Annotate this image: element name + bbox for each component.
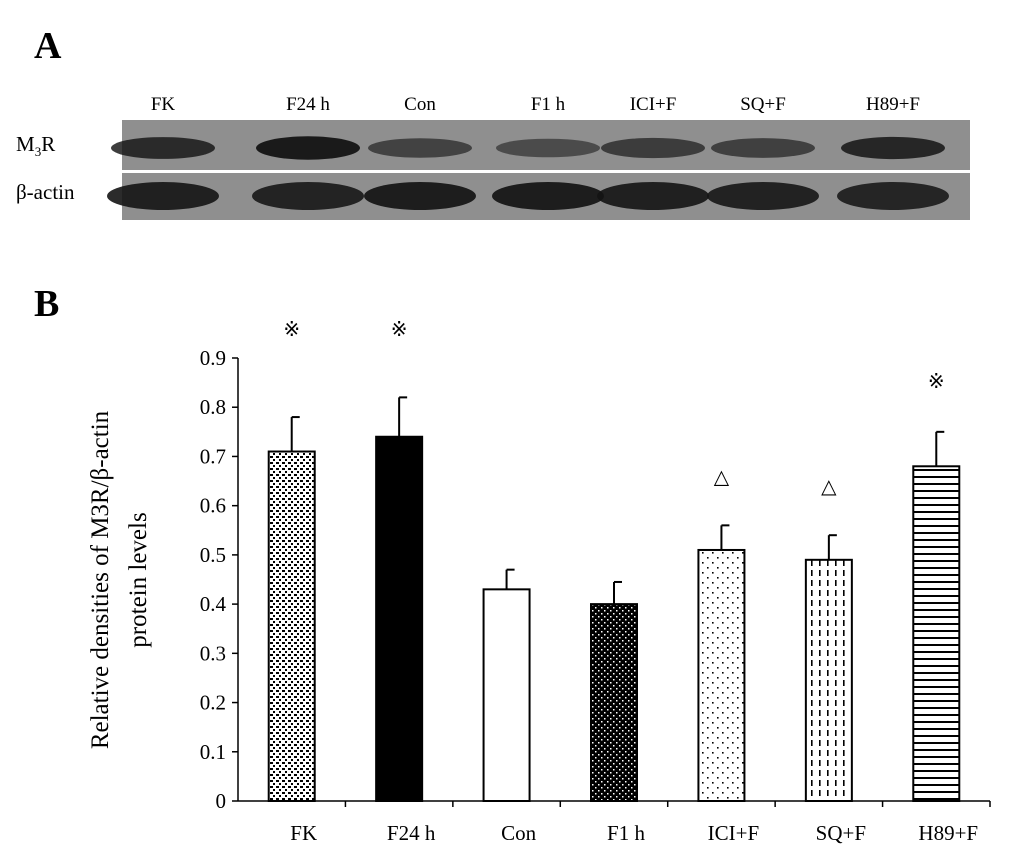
bar [590,603,638,802]
significance-marker: △ [821,474,837,498]
x-category-label: ICI+F [708,821,760,845]
panel-a-label: A [34,25,62,67]
bar [482,588,531,802]
x-category-label: SQ+F [816,821,866,845]
y-tick-label: 0.6 [200,494,226,518]
blot-band-actin [252,182,364,210]
significance-marker: ※ [928,369,945,393]
blot-band-m3r [496,138,600,158]
significance-marker: ※ [283,317,300,341]
blot-lane-label: F24 h [286,94,330,115]
m3r-label-tail: R [41,132,56,156]
x-category-label: Con [501,821,537,845]
y-tick-label: 0.2 [200,691,226,715]
bar [375,435,424,802]
blot-band-m3r [111,137,215,159]
y-tick-label: 0.9 [200,346,226,370]
y-tick-label: 0.1 [200,740,226,764]
bar [804,558,853,802]
x-category-label: F1 h [607,821,645,845]
bar [912,465,961,802]
blot-lane-label: H89+F [865,94,921,115]
blot-lane-label: Con [404,94,436,115]
y-tick-label: 0.7 [200,444,226,468]
y-tick-label: 0.3 [200,641,226,665]
bar [267,450,316,802]
x-category-label: H89+F [918,821,978,845]
y-tick-label: 0.4 [200,592,227,616]
y-axis-label-line2: protein levels [125,512,152,647]
blot-row-label-m3r: M3R [16,132,55,160]
blot-band-m3r [841,136,945,160]
x-category-label: FK [290,821,317,845]
bar [697,548,746,803]
blot-band-m3r [368,138,472,158]
blot-band-actin [364,182,476,210]
blot-band-m3r [601,137,705,159]
blot-band-actin [707,182,819,210]
blot-band-m3r [256,136,360,160]
y-tick-label: 0.8 [200,395,226,419]
panel-b-label: B [34,283,60,325]
y-axis-label: Relative densities of M3R/β-actin [87,410,114,749]
blot-band-actin [492,182,604,210]
significance-marker: ※ [391,317,408,341]
blot-band-m3r [711,138,815,158]
y-tick-label: 0.5 [200,543,226,567]
blot-lane-label: F1 h [530,94,566,115]
y-tick-label: 0 [216,789,227,813]
blot-row-label-actin: β-actin [16,180,75,204]
bar-chart: 0 0.1 0.2 0.3 0.4 0.5 0.6 0.7 0.8 0.9 ※ FK ※ F24 h Con… [87,317,991,845]
significance-marker: △ [714,464,730,488]
blot-band-actin [107,182,219,210]
m3r-label-sub: 3 [34,144,42,160]
x-category-label: F24 h [387,821,436,845]
blot-band-actin [597,182,709,210]
m3r-label-main: M [16,132,35,156]
blot-lane-label: FK [150,94,176,115]
western-blot [107,120,970,220]
blot-lane-label: SQ+F [740,94,786,115]
blot-lane-label: ICI+F [629,94,677,115]
blot-band-actin [837,182,949,210]
